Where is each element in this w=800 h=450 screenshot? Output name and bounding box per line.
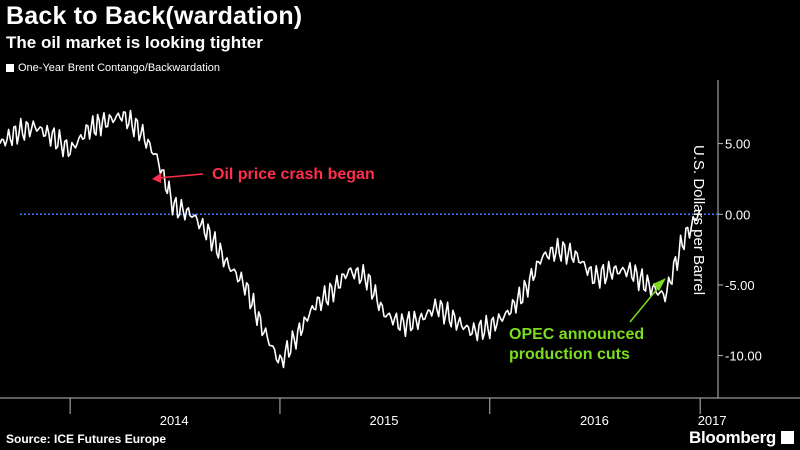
y-tick-label: 0.00 (725, 207, 750, 222)
legend: One-Year Brent Contango/Backwardation (6, 62, 220, 74)
y-tick-label: -5.00 (725, 278, 755, 293)
x-tick-label: 2017 (698, 413, 727, 428)
annotation-crash: Oil price crash began (212, 166, 375, 183)
brand-logo: Bloomberg (688, 428, 776, 447)
brand-icon (781, 431, 794, 444)
annotation-opec-arrowhead (653, 278, 666, 291)
y-tick-label: 5.00 (725, 137, 750, 152)
legend-swatch (6, 64, 14, 72)
series-line (0, 109, 701, 369)
annotation-opec-line: production cuts (509, 346, 630, 363)
annotation-opec-line: OPEC announced (509, 326, 644, 343)
annotation-crash-arrow (157, 173, 204, 179)
chart-title: Back to Back(wardation) (6, 2, 303, 30)
annotation-opec-arrow (629, 282, 663, 323)
chart-subtitle: The oil market is looking tighter (6, 33, 263, 52)
annotation-crash-arrowhead (152, 173, 161, 183)
x-tick-label: 2016 (580, 413, 609, 428)
y-tick-label: -10.00 (725, 349, 762, 364)
y-axis-label: U.S. Dollars per Barrel (690, 145, 707, 296)
x-tick-label: 2015 (370, 413, 399, 428)
x-tick-label: 2014 (160, 413, 189, 428)
source-note: Source: ICE Futures Europe (6, 432, 167, 446)
legend-label: One-Year Brent Contango/Backwardation (18, 62, 220, 74)
